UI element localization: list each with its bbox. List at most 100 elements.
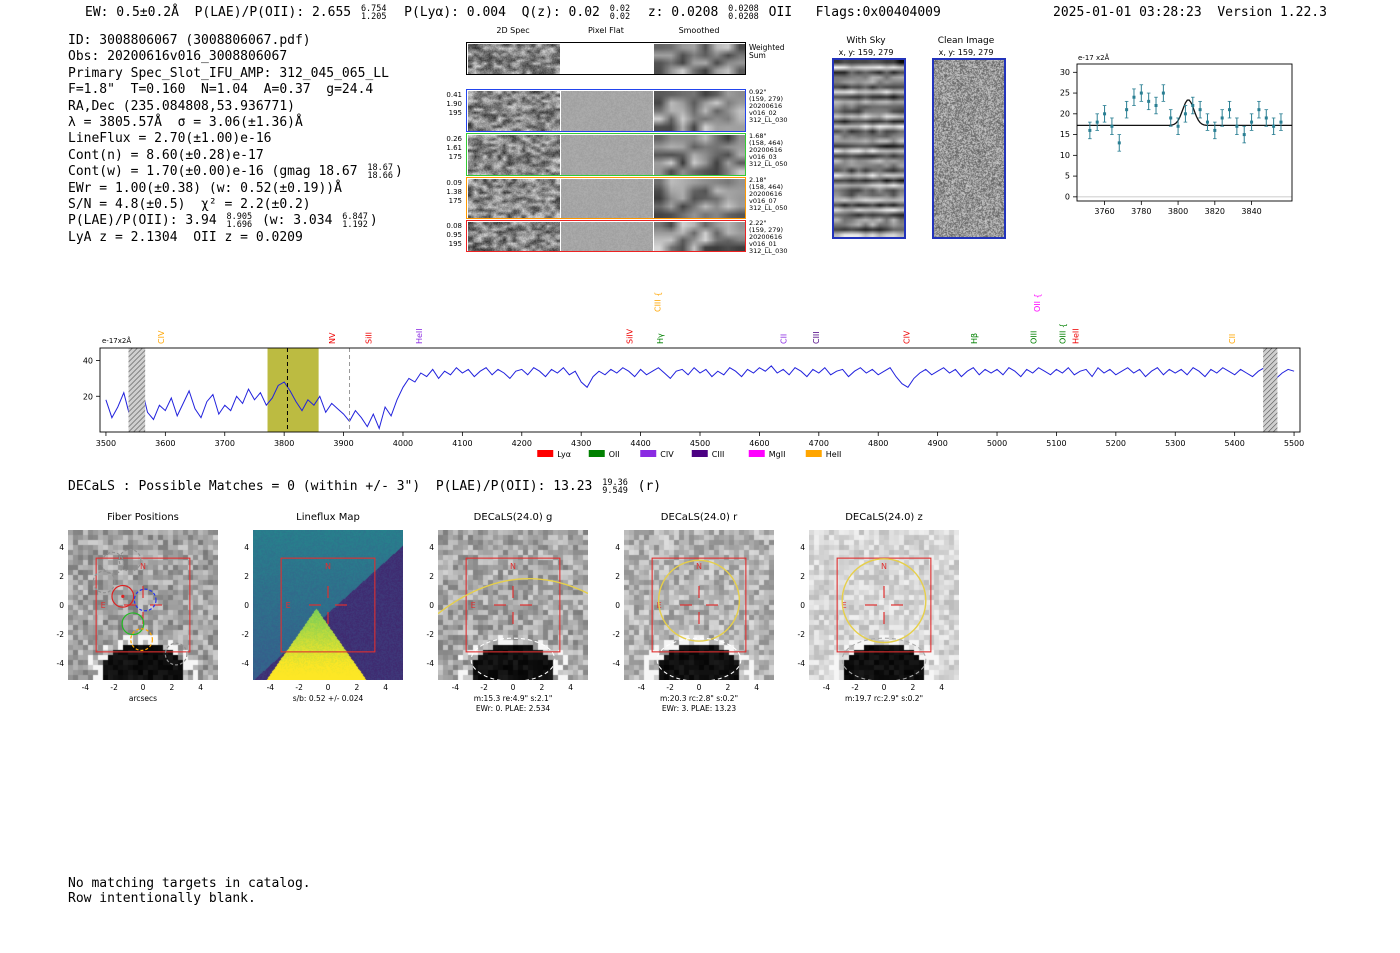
- y-tick-label: -2: [426, 629, 434, 639]
- svg-text:4300: 4300: [571, 439, 591, 448]
- svg-text:4800: 4800: [868, 439, 888, 448]
- x-tick-label: 2: [725, 683, 731, 692]
- spec2d-row-right-label: 2.22" (159, 279) 20200616 v016_01 312_LL…: [749, 219, 788, 255]
- svg-text:3760: 3760: [1094, 207, 1114, 216]
- spec2d-row-frame: [466, 177, 746, 219]
- svg-text:5400: 5400: [1224, 439, 1244, 448]
- cutout-overlay: NE: [92, 548, 191, 666]
- svg-text:3700: 3700: [215, 439, 235, 448]
- text-run: Obs: 20200616v016_3008806067: [68, 49, 288, 65]
- with-sky-image: [832, 58, 906, 239]
- with-sky-title: With Sky: [846, 36, 886, 46]
- fraction-stack: 0.0208 0.0208: [728, 4, 759, 23]
- spec2d-weighted-frame: [466, 42, 746, 75]
- info-line: LineFlux = 2.70(±1.00)e-16: [68, 131, 403, 147]
- image-strip: [467, 134, 560, 175]
- y-tick-label: 0: [59, 601, 64, 610]
- info-line: RA,Dec (235.084808,53.936771): [68, 99, 403, 115]
- svg-text:5200: 5200: [1106, 439, 1126, 448]
- image-strip: [467, 43, 560, 74]
- y-tick-label: 2: [59, 572, 64, 582]
- svg-text:Lyα: Lyα: [557, 450, 571, 459]
- cutout-panel-g: DECaLS(24.0) g N E -4 -4 -2 -2 0 0 2 2 4 4 m:15.3 re:…: [412, 506, 610, 713]
- x-tick-label: 4: [198, 683, 204, 692]
- image-strip: [653, 178, 745, 218]
- svg-text:4200: 4200: [512, 439, 532, 448]
- north-label: N: [881, 562, 887, 571]
- y-tick-label: 4: [615, 543, 620, 553]
- cutout-panel-fiber: Fiber Positions N E -4 -4 -2 -2 0 0 2 2 4 4 arcsecs: [42, 506, 240, 712]
- svg-text:4100: 4100: [452, 439, 472, 448]
- text-run: P(Lyα): 0.004 Q(z): 0.02: [388, 5, 608, 21]
- info-line: EWr = 1.00(±0.38) (w: 0.52(±0.19))Å: [68, 181, 403, 197]
- svg-text:10: 10: [1060, 151, 1070, 160]
- x-tick-label: 0: [696, 683, 702, 692]
- svg-text:3800: 3800: [1168, 207, 1188, 216]
- spec2d-weighted-label: Weighted Sum: [749, 43, 785, 60]
- svg-text:3820: 3820: [1205, 207, 1225, 216]
- svg-text:CIV: CIV: [157, 330, 166, 344]
- svg-text:Hβ: Hβ: [970, 333, 979, 344]
- image-strip: [560, 90, 653, 131]
- svg-text:5100: 5100: [1046, 439, 1066, 448]
- fraction-stack: 8.905 1.696: [226, 212, 253, 231]
- fraction-stack: 6.754 1.205: [360, 4, 387, 23]
- north-label: N: [510, 562, 516, 571]
- svg-text:4500: 4500: [690, 439, 710, 448]
- text-run: DECaLS : Possible Matches = 0 (within +/…: [68, 479, 601, 495]
- spec2d-row-frame: [466, 133, 746, 176]
- cutout-image: [624, 530, 774, 680]
- x-tick-label: 2: [910, 683, 916, 692]
- image-strip: [467, 90, 560, 131]
- clean-image: [932, 58, 1006, 239]
- info-line: P(LAE)/P(OII): 3.94 8.905 1.696 (w: 3.034…: [68, 212, 403, 231]
- cutout-caption-2: EWr: 0. PLAE: 2.534: [475, 704, 551, 713]
- spec2d-row-left-label: 0.41 1.90 195: [446, 91, 462, 117]
- cutout-caption: s/b: 0.52 +/- 0.024: [292, 694, 364, 703]
- spec2d-row-right-label: 2.18" (158, 464) 20200616 v016_07 312_LL…: [749, 176, 788, 212]
- x-tick-label: 4: [383, 683, 389, 692]
- spec2d-row-left-label: 0.26 1.61 175: [446, 135, 462, 161]
- y-tick-label: -2: [797, 629, 805, 639]
- cutout-panel-z: DECaLS(24.0) z N E -4 -4 -2 -2 0 0 2 2 4 4 m:19.7 rc:…: [783, 506, 981, 712]
- svg-text:30: 30: [1060, 68, 1070, 77]
- info-line: Cont(n) = 8.60(±0.28)e-17: [68, 148, 403, 164]
- text-run: z: 0.0208: [632, 5, 727, 21]
- cutout-caption-2: EWr: 3. PLAE: 13.23: [661, 704, 737, 713]
- spec2d-col-title: Pixel Flat: [588, 26, 624, 35]
- cutout-caption: arcsecs: [128, 694, 158, 703]
- svg-text:CII: CII: [779, 334, 788, 344]
- y-tick-label: 0: [615, 601, 620, 610]
- info-line: F=1.8" T=0.160 N=1.04 A=0.37 g=24.4: [68, 82, 403, 98]
- x-tick-label: 0: [140, 683, 146, 692]
- cutout-panel-r: DECaLS(24.0) r N E -4 -4 -2 -2 0 0 2 2 4 4 m:20.3 rc:…: [598, 506, 796, 713]
- svg-text:4700: 4700: [809, 439, 829, 448]
- text-run: (r): [629, 479, 662, 495]
- text-run: LineFlux = 2.70(±1.00)e-16: [68, 131, 272, 147]
- y-tick-label: -4: [797, 658, 805, 668]
- cutout-image: [438, 530, 588, 680]
- x-tick-label: 2: [354, 683, 360, 692]
- cutout-title: Fiber Positions: [107, 512, 179, 523]
- y-tick-label: 4: [59, 543, 64, 553]
- header-summary-line: EW: 0.5±0.2Å P(LAE)/P(OII): 2.655 6.754 1…: [85, 4, 941, 23]
- footer-note-2: Row intentionally blank.: [68, 891, 256, 906]
- cutout-title: DECaLS(24.0) g: [473, 512, 553, 523]
- image-strip: [653, 221, 745, 251]
- spec2d-row-frame: [466, 220, 746, 252]
- y-tick-label: -4: [56, 658, 64, 668]
- spec2d-row-right-label: 1.68" (158, 464) 20200616 v016_03 312_LL…: [749, 132, 788, 168]
- info-line: λ = 3805.57Å σ = 3.06(±1.36)Å: [68, 115, 403, 131]
- svg-text:20: 20: [83, 392, 93, 401]
- text-run: LyA z = 2.1304 OII z = 0.0209: [68, 229, 303, 245]
- cutout-overlay: NE: [836, 557, 932, 680]
- svg-text:5: 5: [1065, 172, 1070, 181]
- north-label: N: [696, 562, 702, 571]
- y-tick-label: 0: [800, 601, 805, 610]
- y-tick-label: -4: [612, 658, 620, 668]
- svg-text:4900: 4900: [927, 439, 947, 448]
- cutout-caption: m:19.7 rc:2.9" s:0.2": [844, 694, 924, 703]
- text-run: EW: 0.5±0.2Å P(LAE)/P(OII): 2.655: [85, 5, 359, 21]
- svg-text:Hγ: Hγ: [656, 333, 665, 344]
- info-block: ID: 3008806067 (3008806067.pdf) Obs: 2020…: [68, 33, 403, 246]
